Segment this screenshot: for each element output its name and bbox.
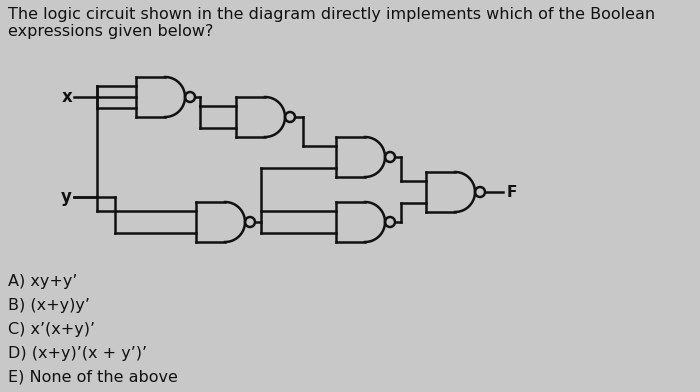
Text: The logic circuit shown in the diagram directly implements which of the Boolean
: The logic circuit shown in the diagram d… — [8, 7, 655, 40]
Text: A) xy+y’: A) xy+y’ — [8, 274, 78, 289]
Text: x: x — [62, 88, 72, 106]
Text: C) x’(x+y)’: C) x’(x+y)’ — [8, 322, 95, 337]
Text: E) None of the above: E) None of the above — [8, 370, 178, 385]
Text: B) (x+y)y’: B) (x+y)y’ — [8, 298, 90, 313]
Text: y: y — [61, 188, 72, 206]
Text: D) (x+y)’(x + y’)’: D) (x+y)’(x + y’)’ — [8, 346, 147, 361]
Text: F: F — [507, 185, 517, 200]
